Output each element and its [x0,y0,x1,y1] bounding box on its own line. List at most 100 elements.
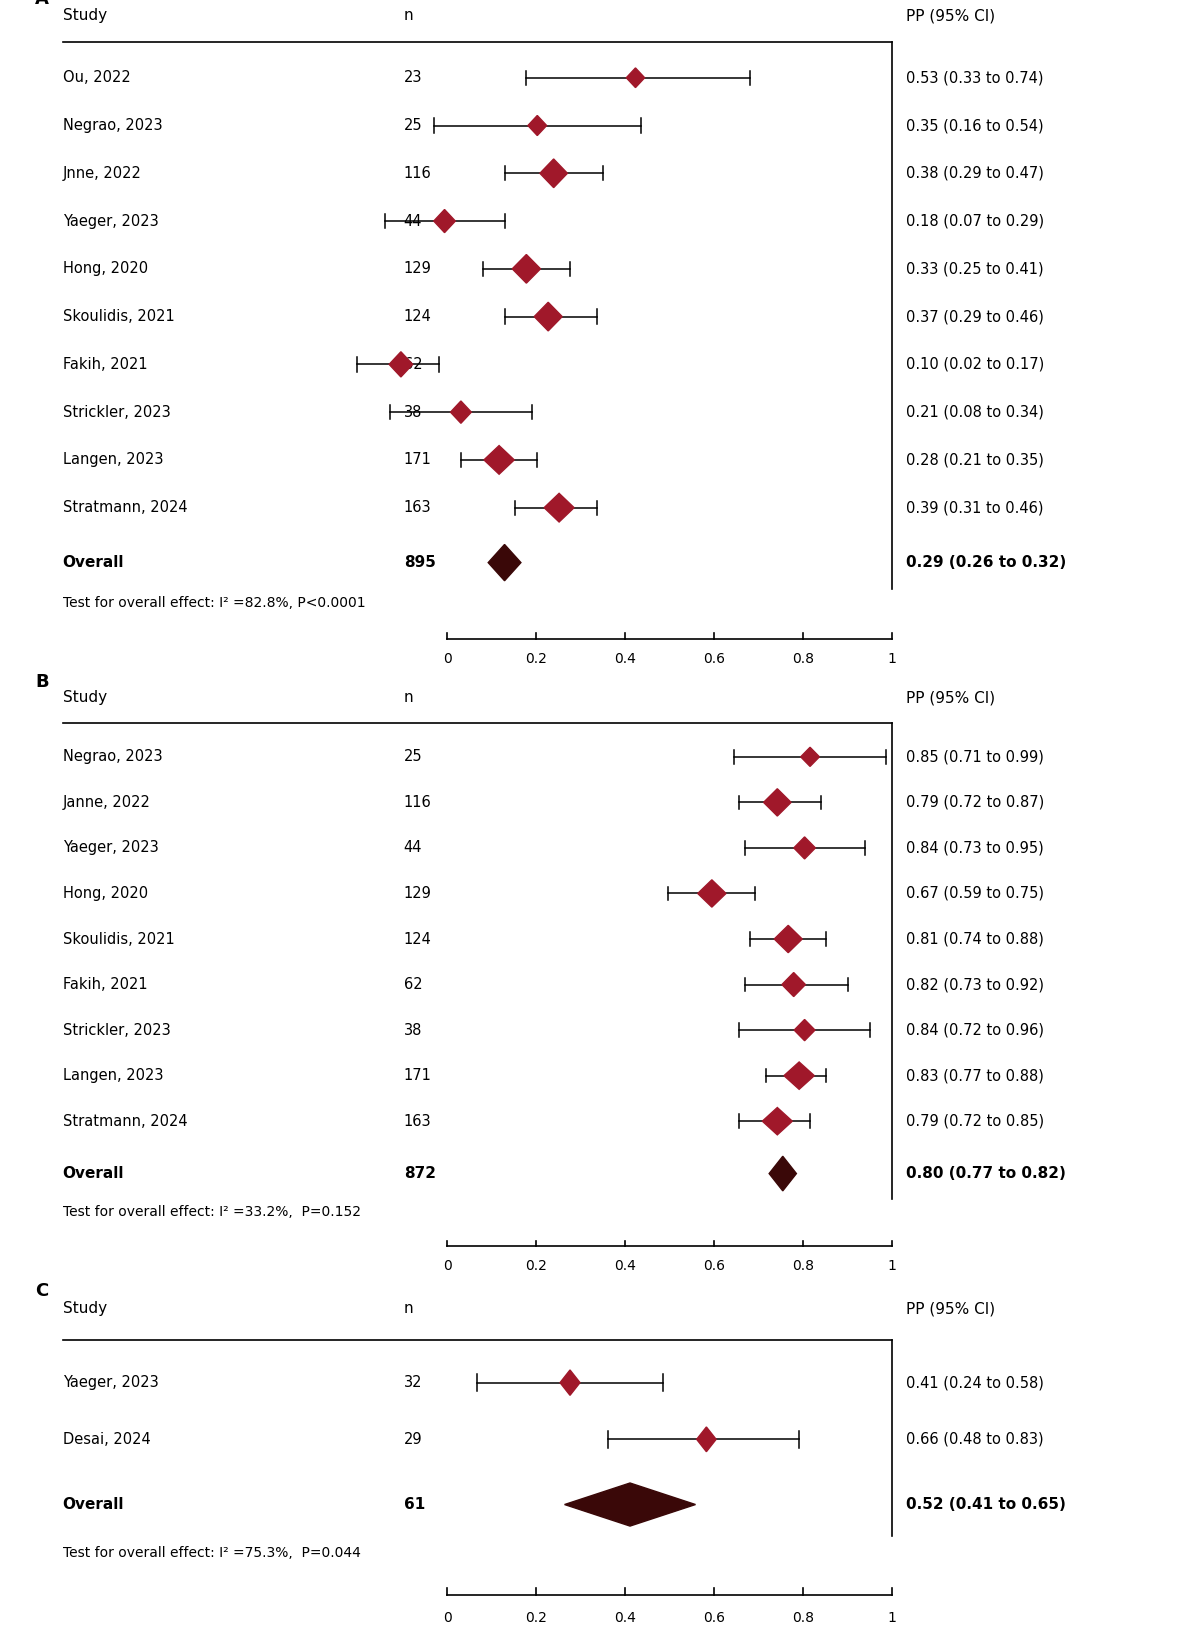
Polygon shape [774,925,802,953]
Text: 62: 62 [404,357,422,372]
Text: Langen, 2023: Langen, 2023 [63,1068,163,1083]
Text: Negrao, 2023: Negrao, 2023 [63,119,163,133]
Text: 38: 38 [404,405,422,420]
Text: 0.53 (0.33 to 0.74): 0.53 (0.33 to 0.74) [905,71,1043,86]
Text: 116: 116 [404,795,432,810]
Polygon shape [769,1155,796,1190]
Text: 0.52 (0.41 to 0.65): 0.52 (0.41 to 0.65) [905,1496,1066,1513]
Text: Janne, 2022: Janne, 2022 [63,795,151,810]
Text: 0.39 (0.31 to 0.46): 0.39 (0.31 to 0.46) [905,500,1043,515]
Polygon shape [540,160,568,188]
Text: 895: 895 [404,555,435,570]
Text: 32: 32 [404,1374,422,1391]
Text: 0.2: 0.2 [525,1611,548,1625]
Polygon shape [527,115,546,135]
Text: 0.10 (0.02 to 0.17): 0.10 (0.02 to 0.17) [905,357,1044,372]
Text: 116: 116 [404,166,432,181]
Text: Yaeger, 2023: Yaeger, 2023 [63,841,158,856]
Polygon shape [782,973,806,996]
Text: 0.82 (0.73 to 0.92): 0.82 (0.73 to 0.92) [905,978,1043,993]
Text: Yaeger, 2023: Yaeger, 2023 [63,214,158,229]
Text: 0.37 (0.29 to 0.46): 0.37 (0.29 to 0.46) [905,309,1043,324]
Text: Overall: Overall [63,555,124,570]
Text: Ou, 2022: Ou, 2022 [63,71,131,86]
Polygon shape [564,1483,695,1526]
Text: n: n [404,8,413,23]
Text: 0.29 (0.26 to 0.32): 0.29 (0.26 to 0.32) [905,555,1066,570]
Text: C: C [35,1282,48,1300]
Text: 44: 44 [404,214,422,229]
Text: 0.28 (0.21 to 0.35): 0.28 (0.21 to 0.35) [905,453,1043,467]
Polygon shape [696,1427,716,1452]
Text: 0.81 (0.74 to 0.88): 0.81 (0.74 to 0.88) [905,932,1043,946]
Text: 0.8: 0.8 [792,1259,814,1274]
Text: 0.38 (0.29 to 0.47): 0.38 (0.29 to 0.47) [905,166,1043,181]
Text: 1: 1 [887,1259,897,1274]
Text: 61: 61 [404,1496,425,1513]
Text: Study: Study [63,1302,107,1317]
Text: Skoulidis, 2021: Skoulidis, 2021 [63,309,175,324]
Polygon shape [544,494,575,522]
Text: B: B [35,673,50,691]
Polygon shape [801,747,819,767]
Polygon shape [784,1062,814,1090]
Text: Test for overall effect: I² =33.2%,  P=0.152: Test for overall effect: I² =33.2%, P=0.… [63,1205,361,1220]
Text: 0.8: 0.8 [792,652,814,667]
Text: 0.33 (0.25 to 0.41): 0.33 (0.25 to 0.41) [905,262,1043,277]
Text: 872: 872 [404,1165,435,1182]
Polygon shape [794,836,815,859]
Text: Negrao, 2023: Negrao, 2023 [63,749,163,764]
Polygon shape [434,209,455,232]
Polygon shape [762,1108,792,1134]
Text: A: A [35,0,50,8]
Text: 23: 23 [404,71,422,86]
Text: 0.66 (0.48 to 0.83): 0.66 (0.48 to 0.83) [905,1432,1043,1447]
Text: Overall: Overall [63,1496,124,1513]
Text: 0.6: 0.6 [703,652,725,667]
Polygon shape [560,1369,581,1396]
Text: Langen, 2023: Langen, 2023 [63,453,163,467]
Text: 29: 29 [404,1432,422,1447]
Text: 0.4: 0.4 [614,1611,636,1625]
Text: 0: 0 [442,1259,452,1274]
Text: 163: 163 [404,1114,431,1129]
Text: 0.4: 0.4 [614,1259,636,1274]
Text: 0.80 (0.77 to 0.82): 0.80 (0.77 to 0.82) [905,1165,1066,1182]
Text: 1: 1 [887,1611,897,1625]
Text: Test for overall effect: I² =82.8%, P<0.0001: Test for overall effect: I² =82.8%, P<0.… [63,596,366,611]
Text: Strickler, 2023: Strickler, 2023 [63,405,170,420]
Text: 129: 129 [404,886,432,900]
Text: 0.6: 0.6 [703,1611,725,1625]
Text: Study: Study [63,8,107,23]
Text: 163: 163 [404,500,431,515]
Polygon shape [794,1019,815,1040]
Text: 0.2: 0.2 [525,652,548,667]
Text: 0.84 (0.73 to 0.95): 0.84 (0.73 to 0.95) [905,841,1043,856]
Text: Stratmann, 2024: Stratmann, 2024 [63,500,188,515]
Text: Strickler, 2023: Strickler, 2023 [63,1022,170,1037]
Text: 0.2: 0.2 [525,1259,548,1274]
Text: Stratmann, 2024: Stratmann, 2024 [63,1114,188,1129]
Text: 0.8: 0.8 [792,1611,814,1625]
Text: 0.84 (0.72 to 0.96): 0.84 (0.72 to 0.96) [905,1022,1043,1037]
Text: Yaeger, 2023: Yaeger, 2023 [63,1374,158,1391]
Text: 0: 0 [442,652,452,667]
Text: Fakih, 2021: Fakih, 2021 [63,978,148,993]
Text: 0.83 (0.77 to 0.88): 0.83 (0.77 to 0.88) [905,1068,1043,1083]
Text: Study: Study [63,690,107,704]
Polygon shape [697,881,726,907]
Text: 0.21 (0.08 to 0.34): 0.21 (0.08 to 0.34) [905,405,1043,420]
Text: n: n [404,1302,413,1317]
Text: 0.18 (0.07 to 0.29): 0.18 (0.07 to 0.29) [905,214,1043,229]
Text: PP (95% CI): PP (95% CI) [905,690,995,704]
Polygon shape [484,446,514,474]
Text: 124: 124 [404,309,432,324]
Text: 0: 0 [442,1611,452,1625]
Text: PP (95% CI): PP (95% CI) [905,1302,995,1317]
Text: 171: 171 [404,453,432,467]
Text: 38: 38 [404,1022,422,1037]
Text: n: n [404,690,413,704]
Text: 0.6: 0.6 [703,1259,725,1274]
Text: Hong, 2020: Hong, 2020 [63,886,148,900]
Polygon shape [451,402,471,423]
